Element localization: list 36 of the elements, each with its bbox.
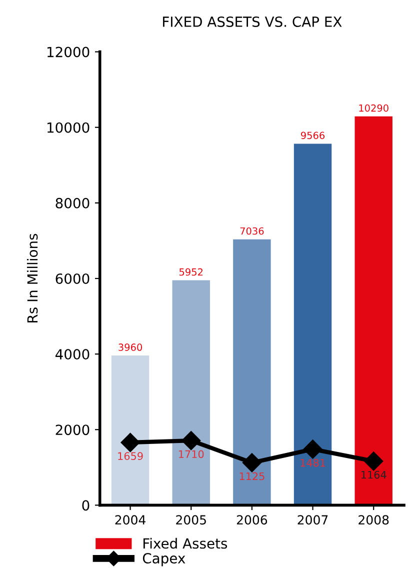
y-tick-label: 8000 xyxy=(56,198,90,208)
bar xyxy=(111,356,150,506)
y-tick-label: 12000 xyxy=(47,46,90,58)
y-tick-label: 6000 xyxy=(56,273,90,284)
data-label: 1481 xyxy=(300,458,326,467)
y-tick-label: 0 xyxy=(82,500,90,511)
legend-label: Fixed Assets xyxy=(144,538,228,549)
y-tick-label: 2000 xyxy=(56,424,90,436)
x-tick-label: 2008 xyxy=(358,515,389,525)
x-tick-label: 2006 xyxy=(236,515,268,525)
point xyxy=(182,431,201,450)
y-axis-title: Rs In Millions xyxy=(26,234,38,322)
data-label: 1164 xyxy=(361,470,386,479)
point xyxy=(364,452,384,471)
point xyxy=(242,453,262,472)
x-tick-label: 2005 xyxy=(176,515,206,525)
data-label: 3960 xyxy=(118,344,142,351)
bar xyxy=(233,239,271,506)
chart-title: FIXED ASSETS VS. CAP EX xyxy=(163,16,342,27)
data-label: 9566 xyxy=(301,132,325,140)
bar xyxy=(172,280,210,506)
legend-label: Capex xyxy=(142,553,186,566)
data-label: 10290 xyxy=(359,104,388,112)
point xyxy=(303,440,322,459)
bar xyxy=(294,144,332,506)
data-label: 1710 xyxy=(179,450,204,458)
x-tick-label: 2007 xyxy=(298,515,328,525)
y-tick-label: 10000 xyxy=(47,122,90,133)
y-tick-label: 4000 xyxy=(55,349,90,360)
data-label: 1659 xyxy=(118,452,143,460)
data-label: 1125 xyxy=(240,472,264,480)
x-tick-label: 2004 xyxy=(115,515,146,525)
data-label: 7036 xyxy=(240,227,264,235)
bar xyxy=(354,116,392,506)
data-label: 5952 xyxy=(179,268,203,276)
point xyxy=(120,432,140,452)
